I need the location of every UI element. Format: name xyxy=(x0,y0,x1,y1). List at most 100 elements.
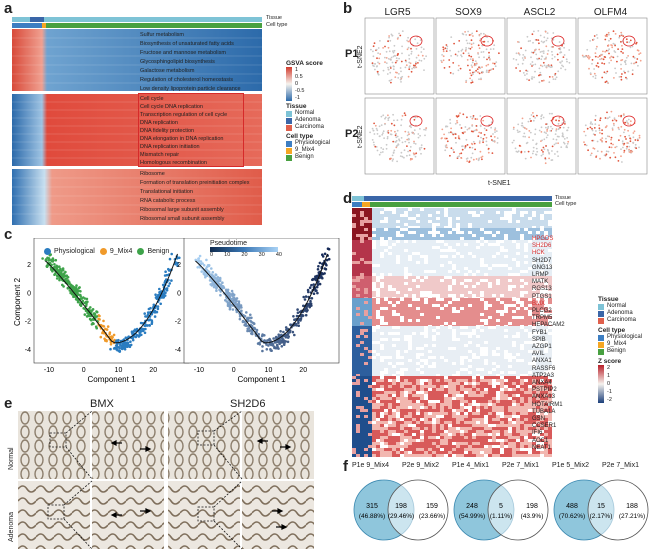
cell-point xyxy=(63,278,67,281)
tsne-point xyxy=(418,59,421,62)
cell-point xyxy=(101,331,104,335)
tsne-point xyxy=(487,40,489,43)
tsne-point xyxy=(528,79,530,81)
tsne-point xyxy=(601,62,603,64)
tsne-point xyxy=(563,54,566,56)
tsne-point xyxy=(624,59,627,62)
tsne-point xyxy=(606,70,609,73)
tsne-point xyxy=(469,77,471,80)
tsne-point xyxy=(415,66,418,69)
tsne-point xyxy=(595,130,597,132)
venn-right-label: P2e 9_Mix2 xyxy=(402,462,439,469)
tsne-point xyxy=(478,142,481,144)
tsne-point xyxy=(601,129,603,131)
tsne-point xyxy=(495,130,498,132)
tsne-point xyxy=(538,42,540,45)
tsne-point xyxy=(469,47,472,50)
tsne-point xyxy=(387,132,390,134)
tsne-point xyxy=(380,124,383,126)
tsne-point xyxy=(384,61,386,63)
tsne-point xyxy=(478,47,481,50)
tsne-point xyxy=(619,134,622,137)
tsne-point xyxy=(389,65,392,68)
gene-label: AZGP1 xyxy=(532,344,552,351)
cell-point xyxy=(92,322,95,326)
gene-label: HPGDS xyxy=(532,236,554,242)
tsne-point xyxy=(512,128,515,130)
tsne-point xyxy=(588,57,590,60)
d-z-ticks: 2 1 0 -1 -2 xyxy=(607,365,612,403)
tsne-point xyxy=(628,41,631,43)
pathway-label: Regulation of cholesterol homeostasis xyxy=(140,77,233,83)
tsne-point xyxy=(389,71,392,74)
tsne-highlight-circle xyxy=(480,35,494,47)
venn-count: 15 xyxy=(597,503,605,510)
tsne-point xyxy=(379,53,382,55)
tsne-point xyxy=(543,64,546,67)
cell-point xyxy=(204,267,208,270)
tsne-point xyxy=(454,53,457,56)
tsne-point xyxy=(622,52,624,54)
tsne-point xyxy=(613,118,616,121)
tsne-point xyxy=(529,120,532,122)
tsne-point xyxy=(594,123,597,125)
tsne-point xyxy=(373,122,375,125)
venn-svg: 315 (46.88%) 198 (29.46%) 159 (23.66%) xyxy=(353,479,449,541)
tsne-point xyxy=(405,60,407,63)
tsne-point xyxy=(625,76,627,79)
tsne-point xyxy=(485,140,488,143)
legend-item: Benign xyxy=(137,248,169,255)
cell-point xyxy=(44,258,48,261)
tsne-point xyxy=(414,38,417,41)
cell-point xyxy=(51,260,55,263)
tsne-point xyxy=(460,54,462,56)
tsne-point xyxy=(515,52,518,55)
legend-label: Physiological xyxy=(54,248,95,255)
tsne-point xyxy=(633,62,635,65)
pseudotime-tick: 20 xyxy=(241,252,248,258)
tsne-point xyxy=(599,119,601,122)
y-tick: -2 xyxy=(25,319,31,326)
tsne-point xyxy=(618,128,620,131)
venn-count: 488 xyxy=(566,503,578,510)
venn-percent: (54.99%) xyxy=(459,513,485,520)
tsne-point xyxy=(448,131,450,134)
y-tick: 2 xyxy=(27,262,31,269)
cell-point xyxy=(115,344,119,348)
tsne-point xyxy=(412,64,415,67)
gene-label: FYB1 xyxy=(532,329,548,336)
tsne-point xyxy=(539,74,541,76)
cell-point xyxy=(93,313,96,316)
y-tick: -4 xyxy=(25,347,31,354)
cell-point xyxy=(74,290,77,293)
legend-item: Physiological xyxy=(44,248,95,255)
tsne-point xyxy=(595,65,598,67)
gene-label: SH2D7 xyxy=(532,257,552,264)
tsne-point xyxy=(462,52,465,55)
tsne-point xyxy=(460,127,463,129)
tsne-point xyxy=(541,55,544,58)
tsne-point xyxy=(613,124,615,127)
tsne-point xyxy=(602,58,605,61)
tsne-point xyxy=(615,119,618,122)
a-cell-title: Cell type xyxy=(286,133,314,140)
tsne-point xyxy=(401,30,404,32)
score-tick: 0 xyxy=(295,81,299,87)
cell-point xyxy=(156,305,160,308)
tsne-point xyxy=(455,141,457,144)
tsne-point xyxy=(531,152,534,155)
tsne-point xyxy=(549,130,552,132)
tsne-point xyxy=(611,129,614,131)
cell-point xyxy=(302,304,305,308)
cell-point xyxy=(131,338,135,342)
gene-label: ATP2A3 xyxy=(532,372,554,379)
tsne-point xyxy=(470,74,473,77)
cell-point xyxy=(138,331,141,335)
venn-count: 5 xyxy=(499,503,503,510)
tsne-point xyxy=(531,61,534,63)
tsne-point xyxy=(586,56,589,59)
pathway-label: Ribosomal small subunit assembly xyxy=(140,216,225,222)
tsne-point xyxy=(482,71,484,74)
tsne-point xyxy=(517,63,520,66)
cell-point xyxy=(255,328,259,332)
